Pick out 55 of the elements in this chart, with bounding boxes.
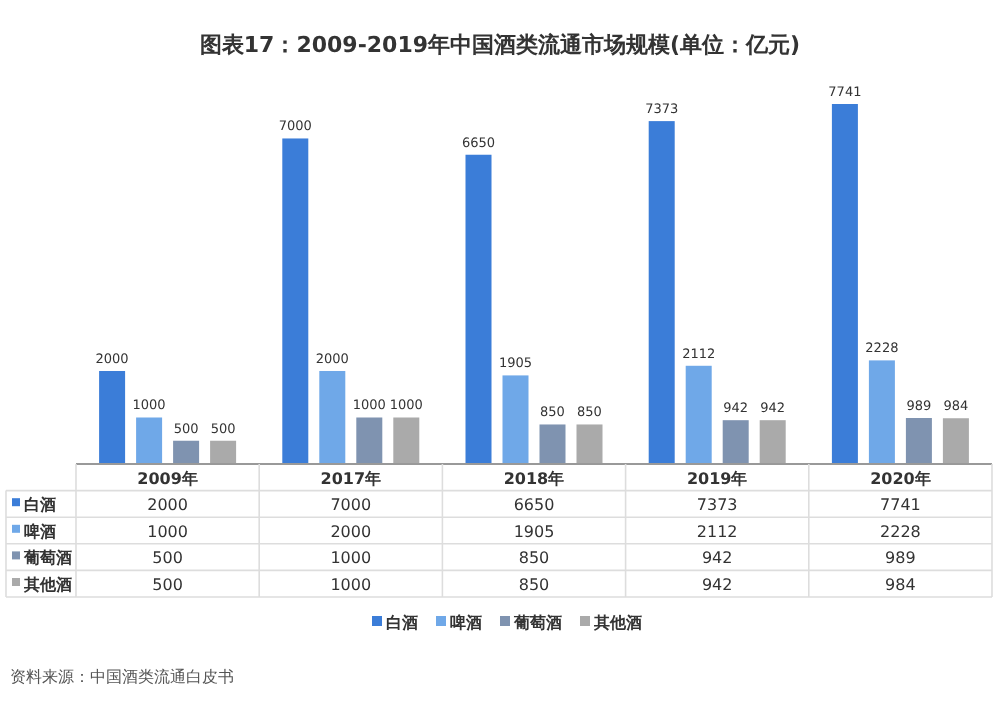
bar (393, 417, 420, 464)
x-tick-label: 2018年 (503, 469, 565, 488)
text: 500 (152, 576, 183, 594)
text: 白酒 (386, 614, 418, 632)
text: 1000 (330, 549, 372, 568)
bar (465, 154, 492, 464)
bar (576, 424, 603, 464)
bar (868, 360, 895, 464)
legend-label: 其他酒 (592, 614, 642, 632)
x-tick-label: 2019年 (686, 469, 748, 488)
text: 1000 (330, 576, 372, 594)
text: 1000 (147, 522, 188, 541)
bar (685, 365, 712, 464)
legend-label: 啤酒 (24, 522, 56, 541)
x-tick-label: 2020年 (870, 469, 931, 488)
text: 2000 (147, 496, 188, 515)
bar (356, 417, 383, 464)
text: 1905 (513, 522, 555, 541)
text: 其他酒 (24, 576, 72, 594)
text: 啤酒 (450, 614, 482, 632)
legend-label: 白酒 (24, 496, 56, 515)
bar (942, 418, 969, 464)
text: 500 (152, 549, 183, 568)
bar (648, 121, 675, 464)
bar (99, 370, 126, 464)
bar (539, 424, 566, 464)
text: 7741 (880, 496, 921, 515)
text: 2112 (696, 522, 738, 541)
bar (722, 420, 749, 464)
text: 989 (885, 549, 916, 568)
bar (759, 420, 786, 464)
bar (136, 417, 163, 464)
legend-label: 葡萄酒 (22, 549, 72, 568)
text: 942 (701, 576, 733, 594)
bar (831, 104, 858, 464)
text: 942 (701, 549, 733, 568)
bar (905, 418, 932, 464)
text: 850 (518, 549, 550, 568)
bar (502, 375, 529, 464)
text: 7000 (330, 496, 372, 515)
bar (173, 440, 200, 464)
x-tick-label: 2009年 (137, 469, 198, 488)
chart-title: 图表17：2009-2019年中国酒类流通市场规模(单位：亿元) (199, 32, 801, 58)
text: 7373 (696, 496, 738, 515)
text: 资料来源：中国酒类流通白皮书 (10, 668, 234, 686)
text: 850 (518, 576, 550, 594)
x-tick-label: 2017年 (320, 469, 382, 488)
text: 2228 (880, 522, 921, 541)
text: 984 (885, 576, 916, 594)
bar (319, 370, 346, 464)
text: 2000 (330, 522, 372, 541)
text: 6650 (513, 496, 555, 515)
bar (210, 440, 237, 464)
text: 葡萄酒 (514, 614, 562, 632)
bar (282, 138, 309, 464)
